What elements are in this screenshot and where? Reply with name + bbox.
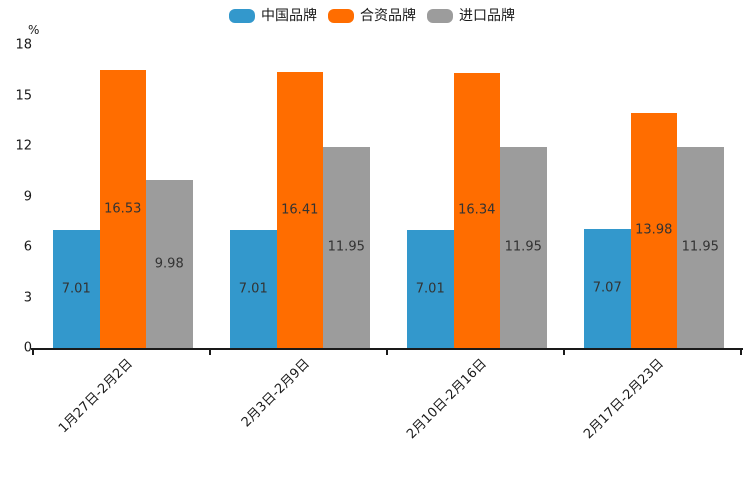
bar-合资品牌-4[interactable] — [630, 112, 677, 348]
bar-value-label: 7.01 — [238, 281, 268, 297]
bar-value-label: 11.95 — [681, 239, 719, 255]
bar-中国品牌-1[interactable] — [53, 229, 100, 348]
bar-中国品牌-4[interactable] — [584, 228, 631, 348]
x-axis-tick — [563, 350, 565, 355]
legend-label: 合资品牌 — [360, 8, 416, 24]
x-axis-label-1: 1月27日-2月2日 — [55, 356, 136, 437]
bar-value-label: 7.01 — [415, 281, 445, 297]
y-tick-label: 18 — [15, 37, 32, 53]
bar-value-label: 11.95 — [504, 239, 542, 255]
x-axis-tick — [386, 350, 388, 355]
bar-合资品牌-1[interactable] — [99, 69, 146, 348]
bar-value-label: 7.01 — [61, 281, 91, 297]
bar-进口品牌-1[interactable] — [146, 180, 193, 348]
bar-value-label: 11.95 — [327, 239, 365, 255]
y-tick-label: 6 — [23, 239, 32, 255]
y-tick-label: 15 — [15, 88, 32, 103]
bar-合资品牌-3[interactable] — [453, 72, 500, 348]
bar-进口品牌-2[interactable] — [323, 146, 370, 348]
bar-value-label: 16.41 — [281, 202, 319, 218]
legend-item-1[interactable]: 中国品牌 — [229, 9, 317, 23]
y-tick-label: 12 — [15, 138, 32, 154]
bar-value-label: 9.98 — [154, 256, 184, 272]
bar-中国品牌-3[interactable] — [407, 229, 454, 348]
bar-进口品牌-3[interactable] — [500, 146, 547, 348]
legend-swatch-icon — [427, 9, 453, 23]
y-tick-label: 9 — [23, 189, 32, 204]
legend: 中国品牌 合资品牌 进口品牌 — [0, 5, 744, 27]
legend-swatch-icon — [229, 9, 255, 23]
x-axis-tick — [32, 350, 34, 355]
x-axis-tick — [740, 350, 742, 355]
legend-label: 中国品牌 — [261, 8, 317, 24]
bar-value-label: 16.53 — [104, 201, 142, 217]
bar-value-label: 16.34 — [458, 202, 496, 218]
bar-中国品牌-2[interactable] — [230, 229, 277, 348]
legend-label: 进口品牌 — [459, 8, 515, 24]
legend-item-2[interactable]: 合资品牌 — [328, 9, 416, 23]
y-tick-label: 3 — [23, 290, 32, 305]
bar-合资品牌-2[interactable] — [276, 71, 323, 348]
bar-进口品牌-4[interactable] — [677, 146, 724, 348]
legend-swatch-icon — [328, 9, 354, 23]
bar-value-label: 13.98 — [635, 222, 673, 238]
bar-value-label: 7.07 — [592, 280, 622, 296]
x-axis-tick — [209, 350, 211, 355]
legend-item-3[interactable]: 进口品牌 — [427, 9, 515, 23]
y-axis-unit-label: % — [28, 23, 40, 37]
y-tick-label: 0 — [23, 340, 32, 356]
x-axis-line — [31, 348, 743, 350]
